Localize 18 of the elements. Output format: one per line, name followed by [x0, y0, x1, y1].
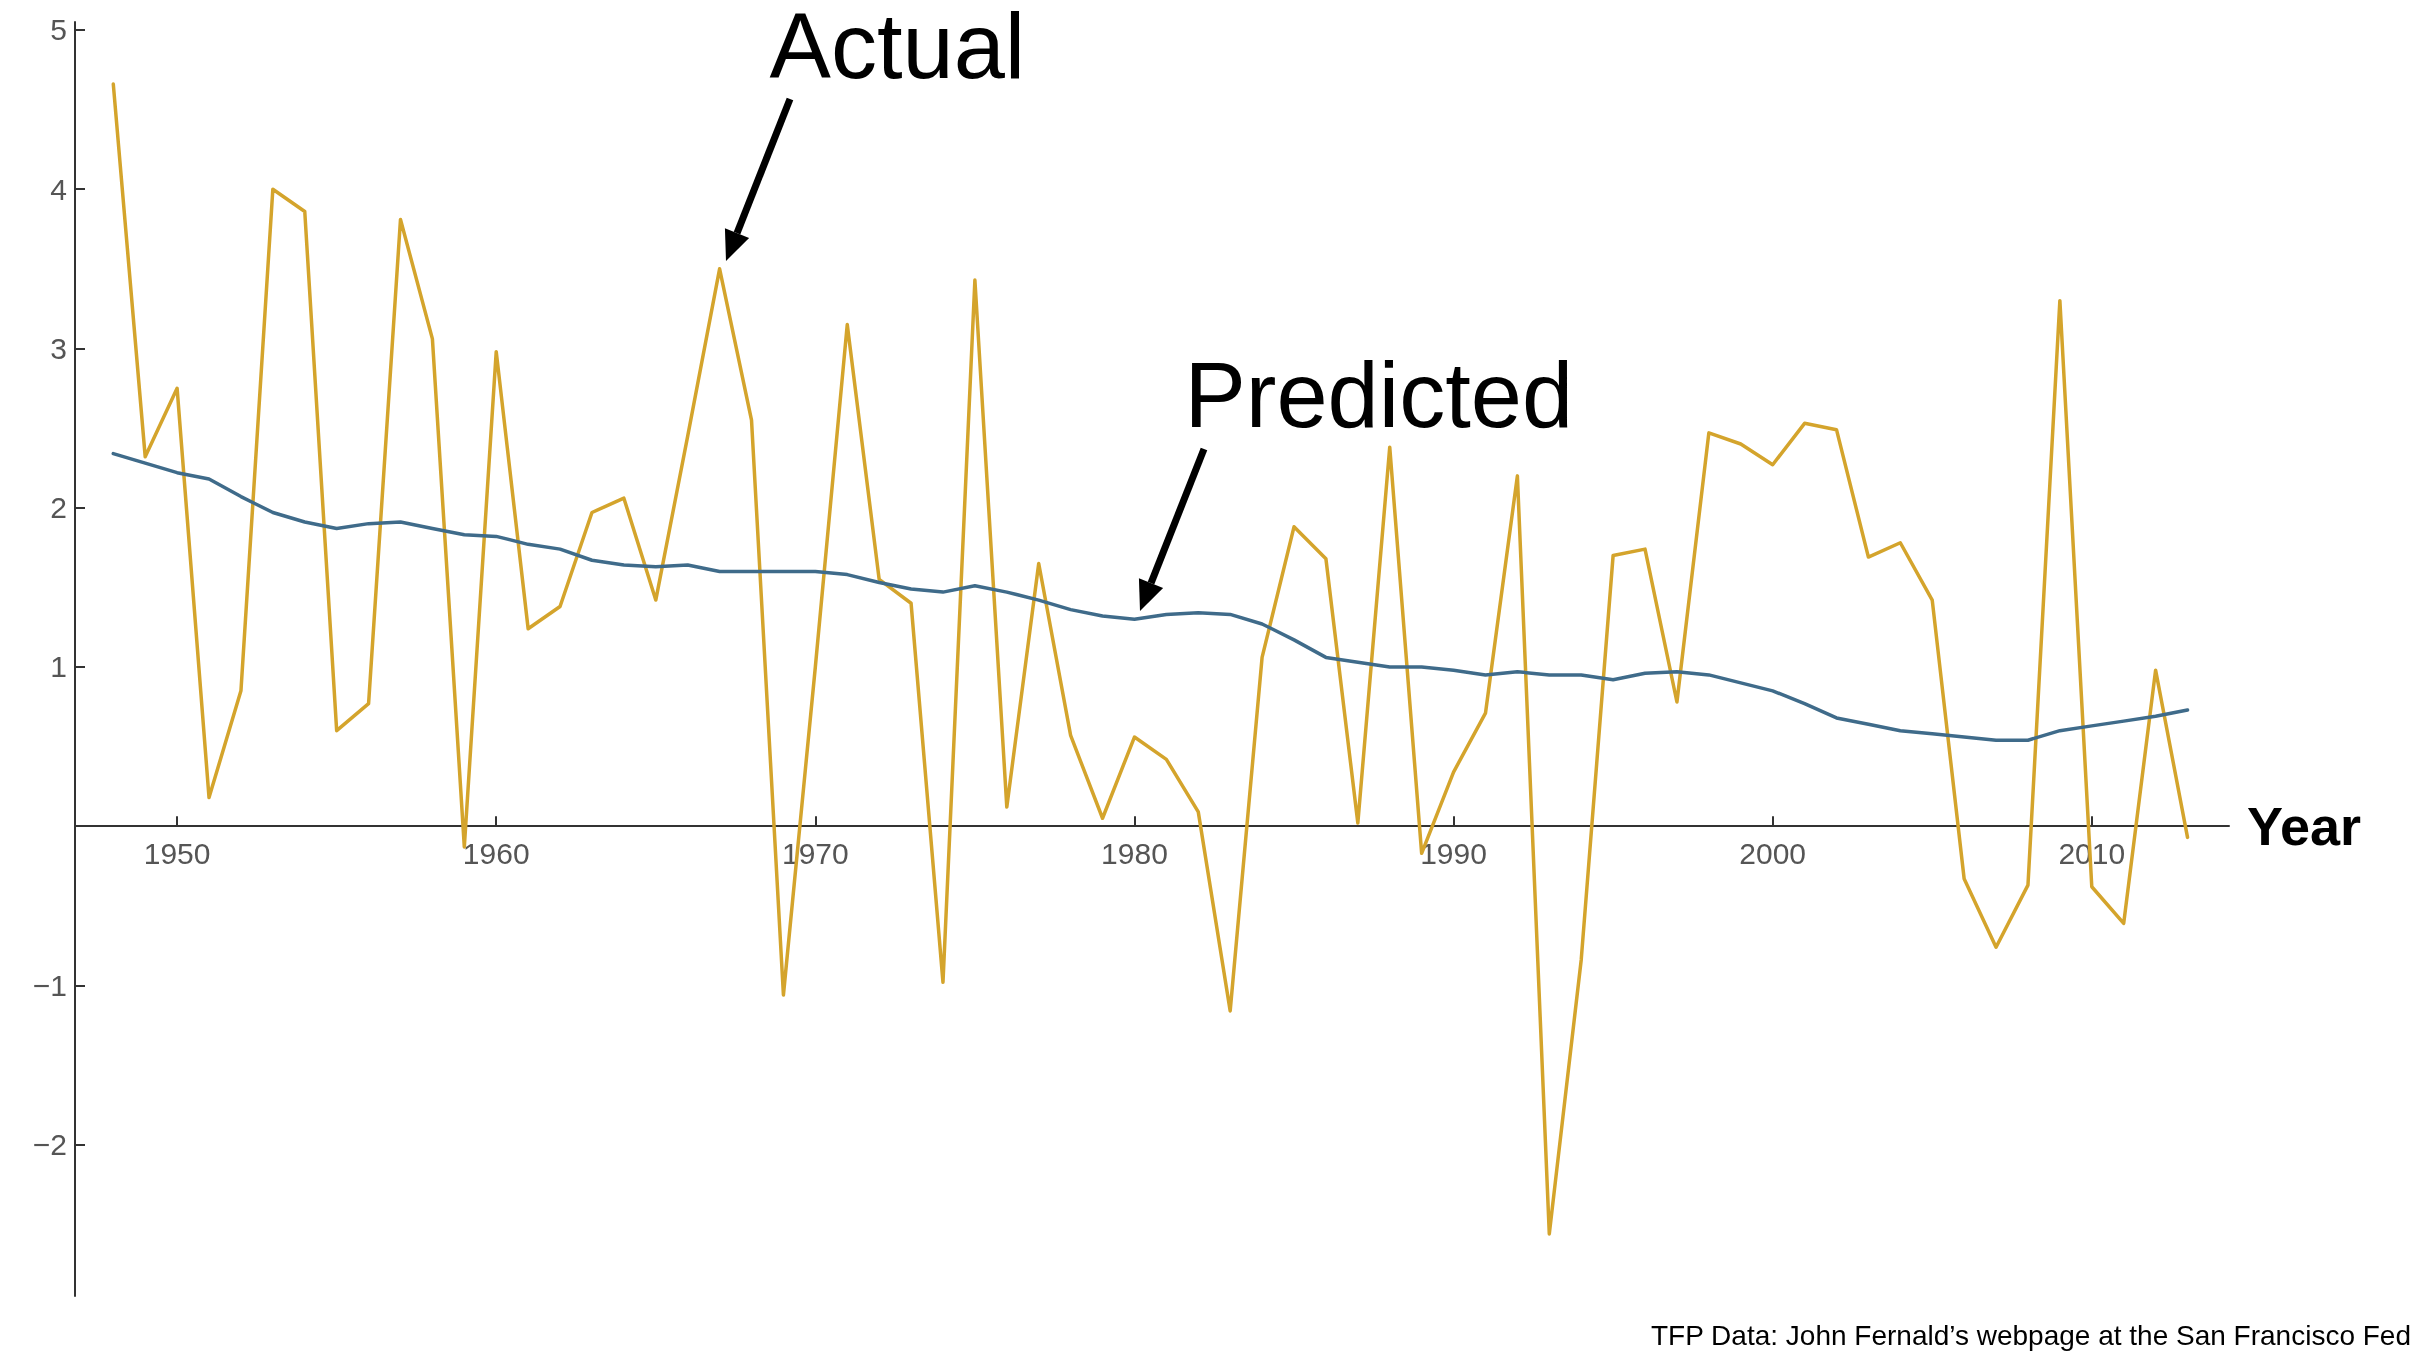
x-tick-label: 1960: [462, 836, 530, 870]
y-tick-label: 1: [50, 650, 67, 684]
x-axis-title: Year: [2247, 796, 2362, 857]
text: TFP Data: John Fernald’s webpage at the San Francisco Fed: [1650, 1320, 2411, 1351]
annotation: Predicted: [1184, 344, 1574, 447]
annotation: Actual: [769, 0, 1026, 97]
y-tick-label: −1: [32, 968, 67, 1002]
y-tick-label: 3: [50, 331, 67, 365]
y-tick-label: −2: [32, 1128, 67, 1162]
line-series: [111, 82, 2190, 1236]
y-tick-label: 2: [50, 491, 67, 525]
y-tick-label: 4: [50, 172, 67, 206]
x-tick-label: 2000: [1739, 836, 1807, 870]
x-tick-label: 1990: [1420, 836, 1487, 870]
line-series: [111, 451, 2190, 742]
y-tick-label: 5: [50, 13, 67, 47]
x-tick-label: 1950: [143, 836, 211, 870]
x-tick-label: 1980: [1101, 836, 1168, 870]
